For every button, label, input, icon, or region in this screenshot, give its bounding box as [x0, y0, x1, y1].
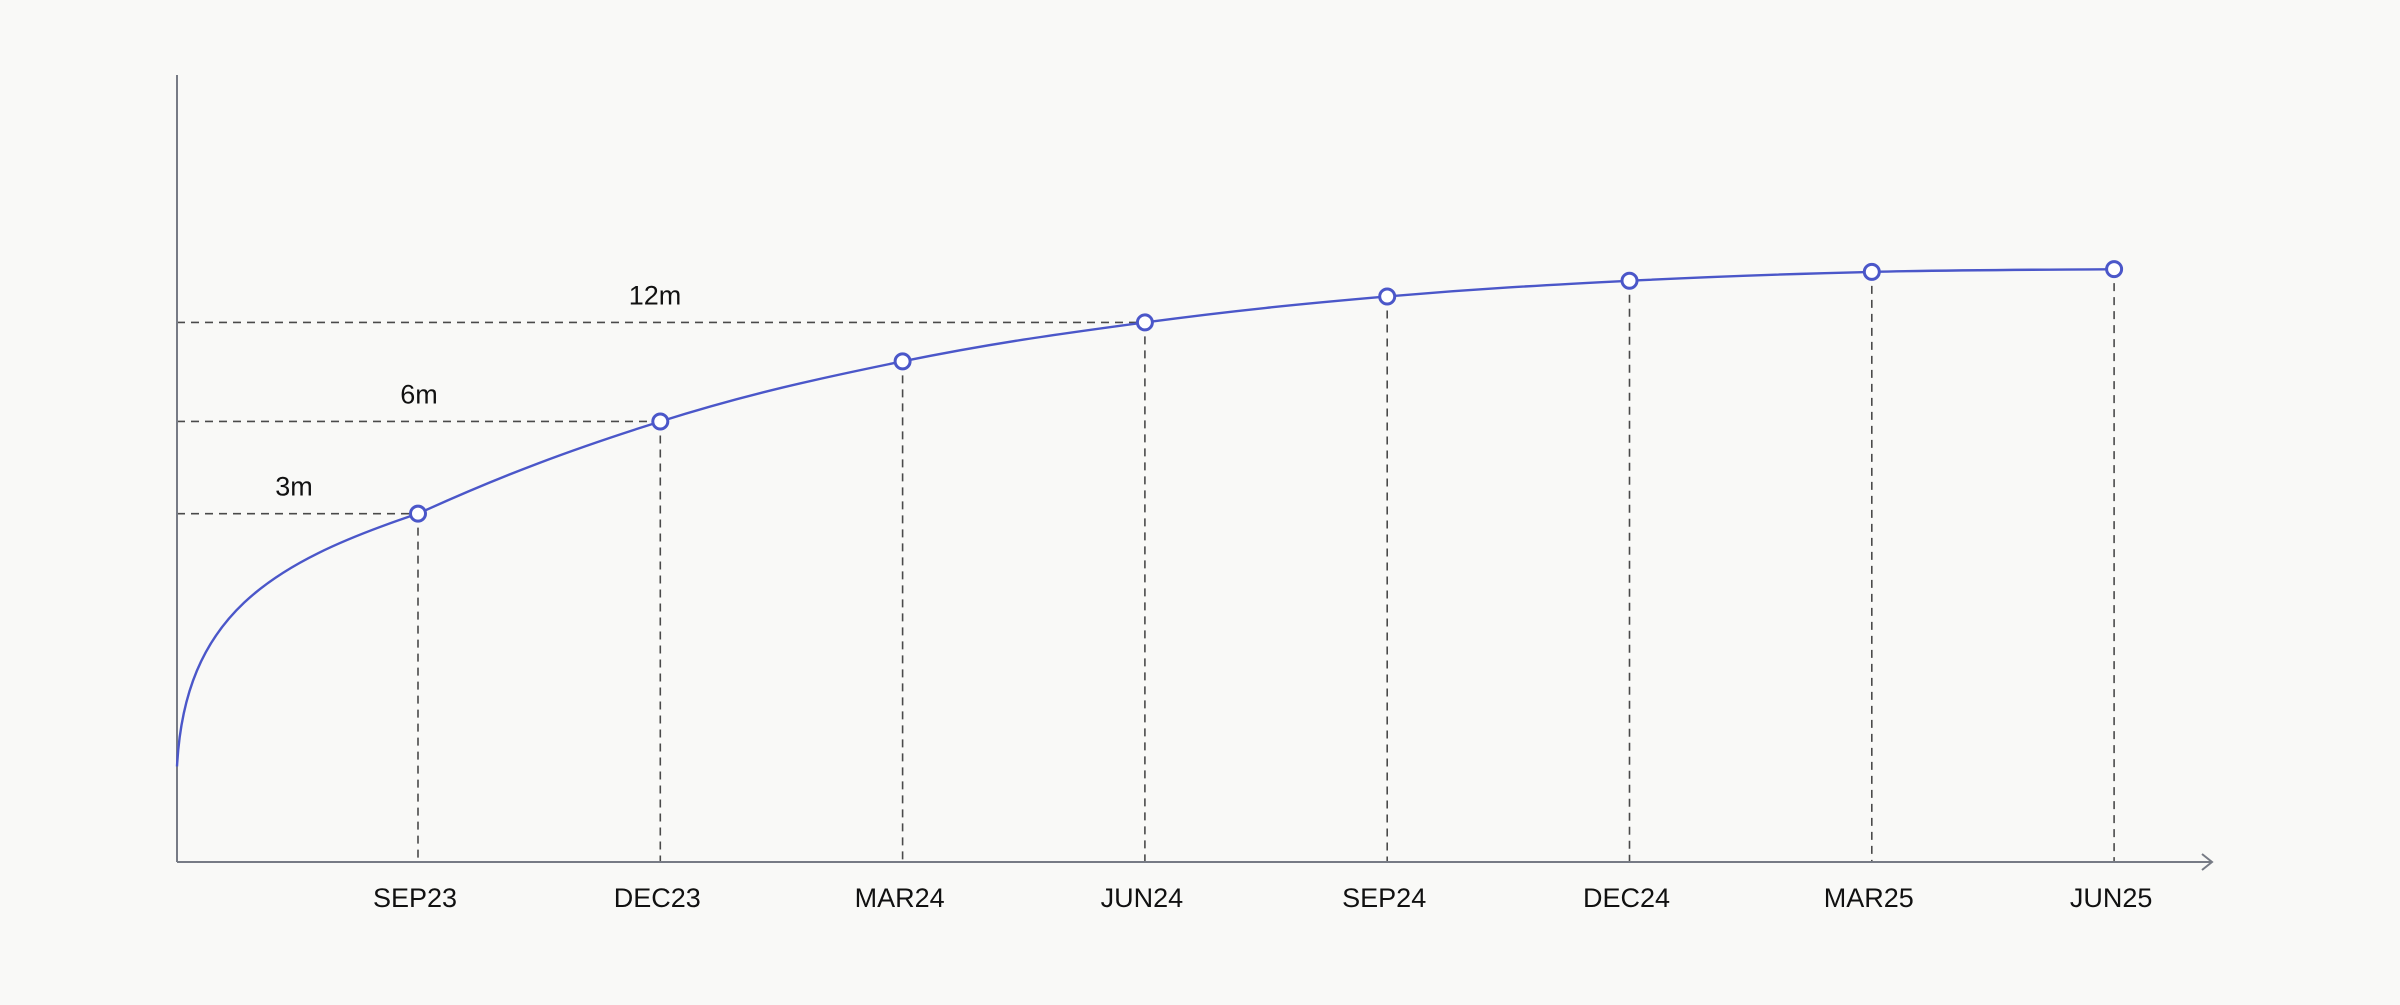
x-tick-label: SEP24: [1342, 883, 1426, 913]
x-tick-label: MAR25: [1824, 883, 1914, 913]
x-tick-label: SEP23: [373, 883, 457, 913]
data-label: 6m: [400, 379, 438, 409]
x-tick-label: DEC23: [614, 883, 701, 913]
x-tick-label: JUN25: [2070, 883, 2153, 913]
data-point: [1862, 262, 1881, 281]
guide-lines: [177, 269, 2115, 862]
x-tick-labels: SEP23 DEC23 MAR24 JUN24 SEP24 DEC24 MAR25 JUN25: [373, 883, 2152, 913]
series-line: [175, 267, 2115, 767]
x-tick-label: MAR24: [855, 883, 945, 913]
data-point: [2105, 260, 2124, 279]
data-point: [1135, 313, 1154, 332]
x-tick-label: JUN24: [1101, 883, 1184, 913]
data-point: [893, 352, 912, 371]
data-point: [409, 504, 427, 523]
data-point: [1378, 287, 1397, 306]
data-point: [1620, 271, 1639, 290]
x-axis-arrow-icon: [2201, 853, 2214, 871]
axes: [176, 75, 2214, 871]
data-point: [651, 412, 670, 431]
data-label: 3m: [275, 472, 313, 502]
x-tick-label: DEC24: [1583, 883, 1670, 913]
data-points: [409, 260, 2124, 523]
data-label: 12m: [629, 280, 682, 310]
data-labels: 3m 6m 12m: [275, 280, 681, 501]
